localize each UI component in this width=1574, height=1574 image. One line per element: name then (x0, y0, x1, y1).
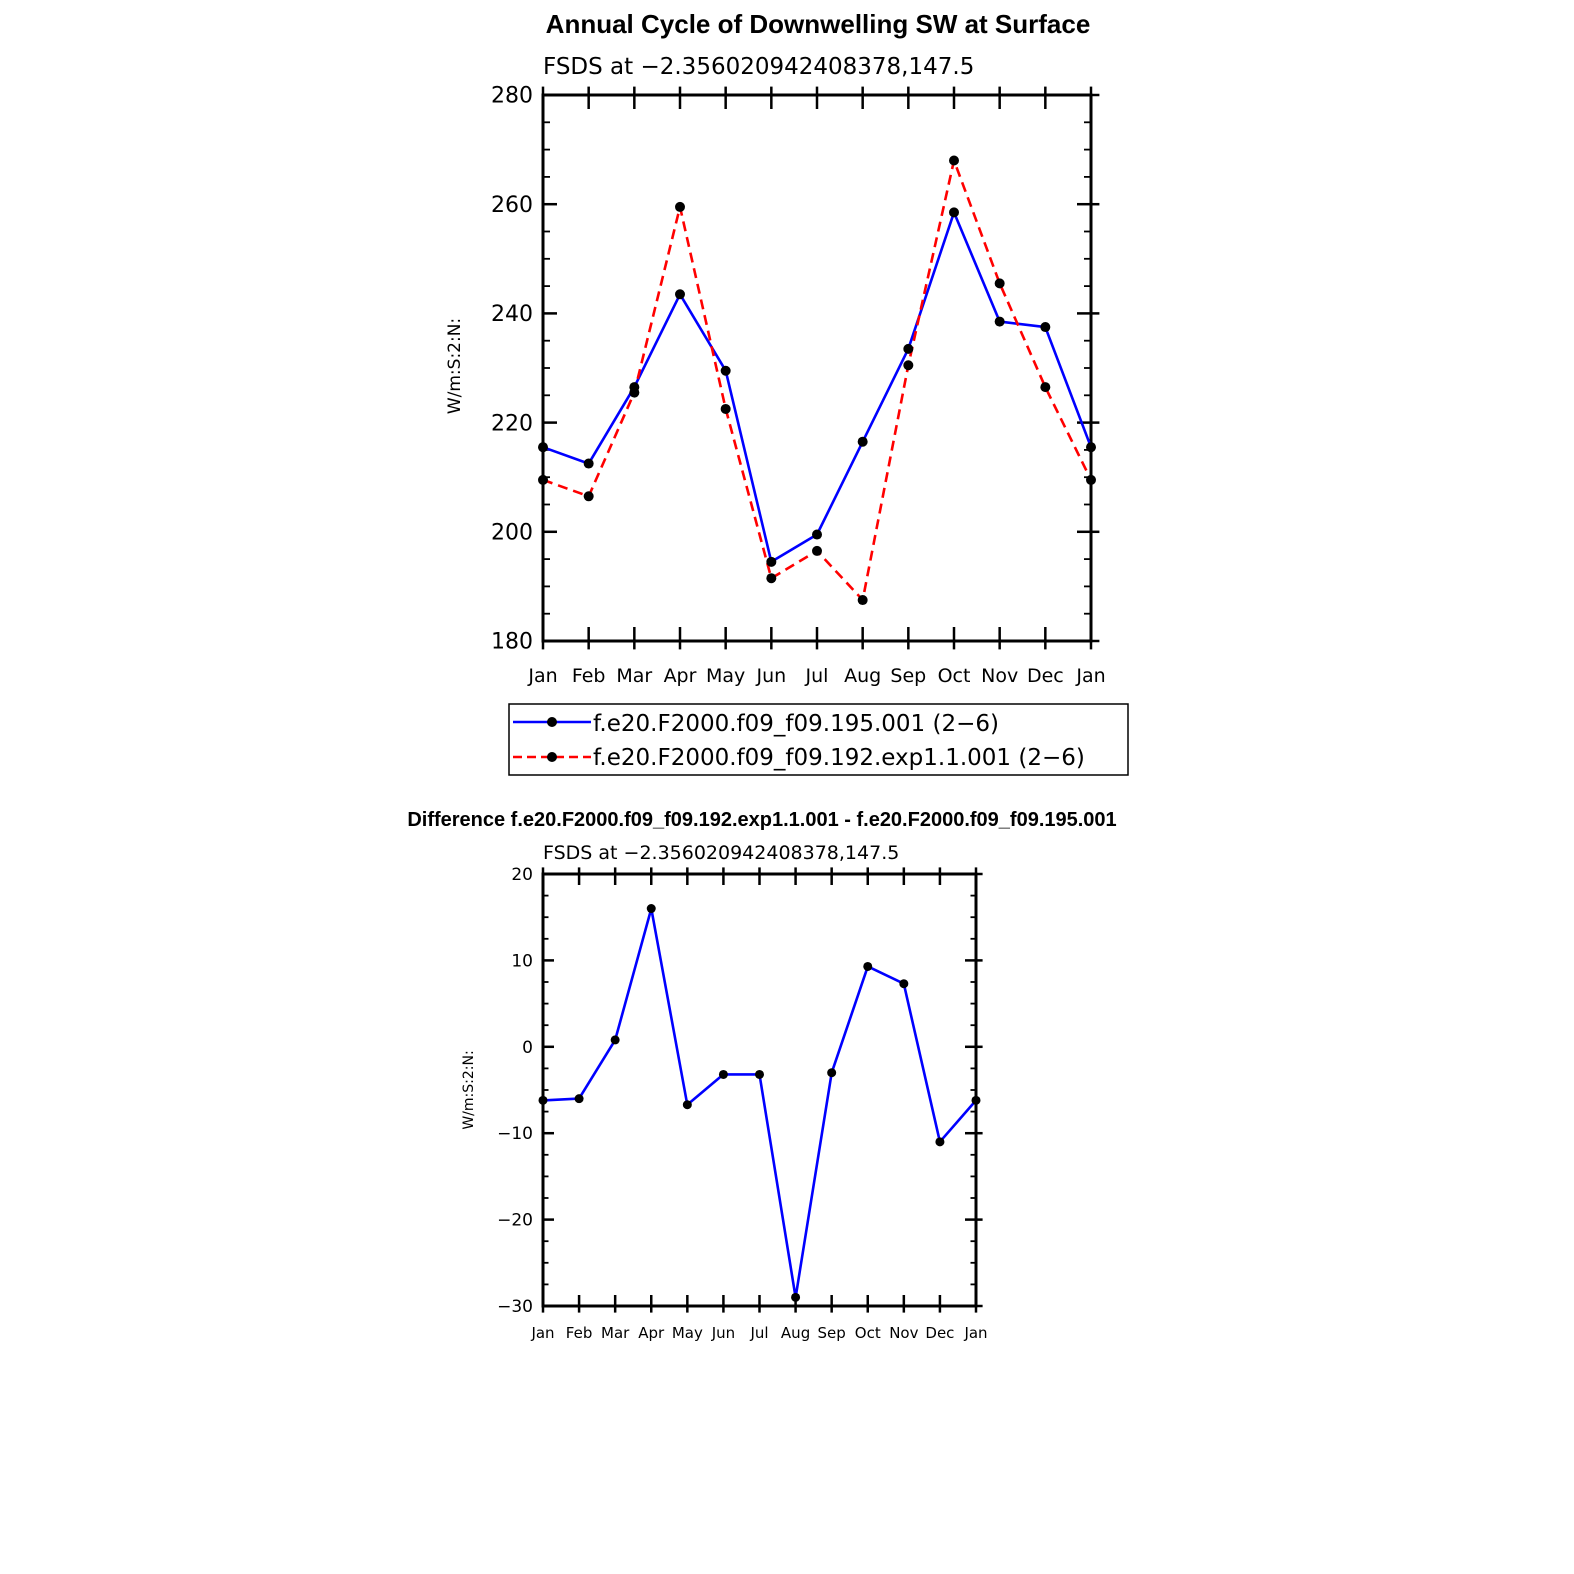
data-point-series-1 (720, 365, 731, 376)
data-point-series-2 (675, 201, 685, 212)
data-point-series-1 (766, 556, 777, 567)
y-tick-label: −20 (497, 1211, 533, 1231)
data-point-series-1 (682, 1100, 692, 1110)
data-point-series-1 (827, 1068, 837, 1078)
x-tick-label: Aug (844, 665, 881, 687)
difference-chart: Difference f.e20.F2000.f09_f09.192.exp1.… (407, 809, 1116, 1342)
y-tick-label: −30 (497, 1297, 533, 1317)
x-tick-label: Jul (749, 1324, 768, 1342)
data-point-series-1 (1086, 442, 1096, 453)
data-point-series-1 (646, 904, 656, 914)
y-tick-label: 280 (491, 84, 533, 109)
x-tick-label: Jul (805, 665, 829, 687)
x-tick-label: Oct (855, 1324, 881, 1342)
y-axis-label: W/m:S:2:N: (445, 318, 465, 414)
legend-box (508, 703, 1129, 776)
x-tick-label: Apr (664, 665, 697, 687)
x-tick-label: Apr (638, 1324, 665, 1342)
x-tick-label: Sep (890, 665, 926, 687)
data-point-series-1 (857, 436, 868, 447)
data-point-series-2 (949, 155, 959, 166)
data-point-series-2 (1040, 382, 1051, 393)
y-tick-label: 200 (491, 521, 533, 546)
data-point-series-1 (538, 1095, 548, 1105)
y-tick-label: 0 (522, 1038, 533, 1058)
x-tick-label: Feb (566, 1324, 593, 1342)
legend-label-series-1: f.e20.F2000.f09_f09.195.001 (2−6) (593, 711, 999, 737)
plot-frame (541, 872, 978, 1308)
legend: f.e20.F2000.f09_f09.195.001 (2−6) f.e20.… (508, 703, 1129, 776)
legend-marker-series-2 (547, 752, 557, 762)
x-tick-label: Dec (1027, 665, 1064, 687)
data-point-series-1 (675, 289, 685, 300)
data-point-series-1 (971, 1095, 981, 1105)
series-line-1 (542, 907, 977, 1299)
data-point-series-2 (720, 403, 731, 414)
chart-title: Difference f.e20.F2000.f09_f09.192.exp1.… (407, 809, 1116, 831)
y-tick-label: 260 (491, 193, 533, 218)
x-tick-label: Nov (889, 1324, 918, 1342)
chart-title: Annual Cycle of Downwelling SW at Surfac… (546, 9, 1091, 39)
y-axis-label: W/m:S:2:N: (461, 1050, 477, 1129)
data-point-series-1 (791, 1292, 801, 1302)
plot-frame (541, 93, 1093, 643)
data-point-series-1 (899, 979, 909, 989)
x-tick-label: Sep (818, 1324, 846, 1342)
data-point-series-1 (812, 529, 822, 540)
data-point-series-2 (994, 278, 1005, 289)
data-point-series-2 (538, 474, 548, 485)
y-tick-label: 10 (511, 951, 533, 971)
chart-subtitle: FSDS at −2.356020942408378,147.5 (543, 54, 974, 80)
data-point-series-1 (574, 1094, 584, 1104)
data-point-series-1 (994, 316, 1005, 327)
y-tick-label: −10 (497, 1124, 533, 1144)
annual-cycle-chart: Annual Cycle of Downwelling SW at Surfac… (445, 9, 1129, 776)
data-point-series-1 (1040, 322, 1051, 333)
x-tick-label: Aug (781, 1324, 810, 1342)
data-point-series-1 (583, 458, 594, 469)
y-tick-label: 20 (511, 865, 533, 885)
data-point-series-1 (538, 442, 548, 453)
data-point-series-2 (629, 387, 640, 398)
data-point-series-1 (718, 1069, 728, 1079)
data-point-series-2 (1086, 474, 1096, 485)
x-tick-label: Nov (981, 665, 1018, 687)
data-point-series-1 (935, 1137, 945, 1147)
data-point-series-2 (812, 545, 822, 556)
data-point-series-2 (583, 491, 594, 502)
series-line-1 (542, 211, 1093, 564)
data-point-series-1 (863, 961, 873, 971)
data-point-series-1 (949, 207, 959, 218)
data-point-series-1 (610, 1035, 620, 1045)
x-tick-label: Jan (1075, 665, 1105, 687)
data-point-series-1 (903, 343, 914, 354)
x-tick-label: Mar (616, 665, 652, 687)
x-tick-label: Jan (963, 1324, 987, 1342)
legend-label-series-2: f.e20.F2000.f09_f09.192.exp1.1.001 (2−6) (593, 745, 1085, 771)
x-tick-label: Feb (572, 665, 606, 687)
data-point-series-2 (766, 573, 777, 584)
data-point-series-2 (857, 595, 868, 606)
x-tick-label: May (672, 1324, 703, 1342)
x-tick-label: May (706, 665, 745, 687)
chart-subtitle: FSDS at −2.356020942408378,147.5 (543, 842, 899, 864)
y-tick-label: 240 (491, 302, 533, 327)
legend-marker-series-1 (547, 717, 557, 727)
x-tick-label: Oct (938, 665, 971, 687)
x-tick-label: Jun (755, 665, 786, 687)
y-tick-label: 180 (491, 630, 533, 655)
y-tick-label: 220 (491, 411, 533, 436)
x-tick-label: Jan (527, 665, 557, 687)
data-point-series-2 (903, 360, 914, 371)
data-point-series-1 (755, 1069, 764, 1079)
x-tick-label: Mar (601, 1324, 630, 1342)
x-tick-label: Jan (530, 1324, 554, 1342)
x-tick-label: Dec (925, 1324, 954, 1342)
x-tick-label: Jun (711, 1324, 735, 1342)
